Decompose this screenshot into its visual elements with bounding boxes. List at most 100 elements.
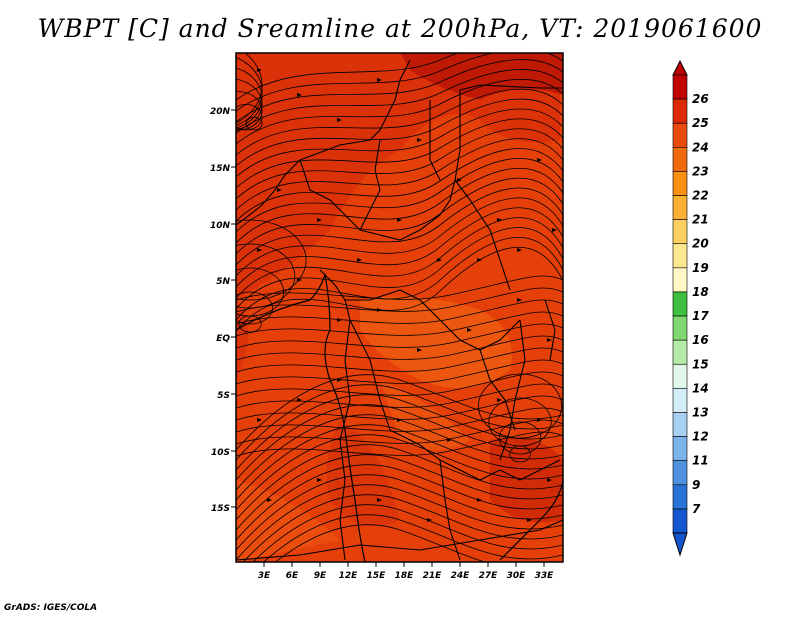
streamline xyxy=(236,128,563,200)
streamline xyxy=(236,434,563,511)
colorbar-swatch xyxy=(672,122,688,148)
streamline-arrow xyxy=(477,258,482,262)
country-borders xyxy=(236,59,563,561)
lon-label: 21E xyxy=(423,571,443,581)
streamline xyxy=(236,67,263,129)
streamline xyxy=(236,157,563,233)
colorbar-label: 13 xyxy=(692,405,709,419)
colorbar-swatch xyxy=(672,267,688,293)
coastline xyxy=(236,272,563,562)
streamline-arrow xyxy=(537,418,542,422)
streamline-arrow xyxy=(457,178,462,182)
streamline xyxy=(236,347,563,373)
streamline-arrow xyxy=(257,68,262,72)
streamline xyxy=(263,514,563,562)
streamline-arrow xyxy=(517,248,522,252)
streamline xyxy=(236,98,563,167)
streamline-arrow xyxy=(377,498,382,502)
streamline-arrow xyxy=(257,418,262,422)
colorbar-top-arrow xyxy=(672,59,688,76)
colorbar-swatch xyxy=(672,412,688,437)
streamline xyxy=(236,207,563,288)
colorbar-label: 11 xyxy=(692,454,709,468)
colorbar-label: 21 xyxy=(692,213,709,227)
streamline xyxy=(238,315,262,333)
streamline-arrow xyxy=(447,438,452,442)
lon-label: 24E xyxy=(451,571,471,581)
colorbar: 26 25 24 23 22 21 20 19 18 17 16 15 14 13 12 11 9 7 xyxy=(672,59,709,557)
colorbar-swatch xyxy=(672,339,688,365)
map-frame xyxy=(235,52,564,563)
colorbar-swatch xyxy=(672,147,688,172)
colorbar-swatch xyxy=(672,219,688,245)
streamline xyxy=(236,197,563,277)
lon-label: 6E xyxy=(286,571,299,581)
streamline xyxy=(236,138,563,211)
lon-label: 9E xyxy=(314,571,327,581)
streamline xyxy=(236,91,263,131)
colorbar-swatch xyxy=(672,171,688,196)
streamline-arrow xyxy=(317,218,322,222)
streamline-arrow xyxy=(477,498,482,502)
streamline xyxy=(236,118,563,189)
streamline xyxy=(236,219,307,301)
streamline-arrow xyxy=(277,188,282,192)
streamline-layer xyxy=(236,53,563,562)
streamline xyxy=(236,227,563,310)
colorbar-bottom-arrow xyxy=(672,532,688,557)
colorbar-label: 24 xyxy=(692,140,709,154)
streamline-arrow xyxy=(537,158,542,162)
lat-label: 15S xyxy=(211,504,230,514)
colorbar-label: 22 xyxy=(692,189,709,203)
streamline-arrow xyxy=(377,308,382,312)
streamline xyxy=(236,267,285,317)
colorbar-swatch xyxy=(672,363,688,389)
streamline-arrow xyxy=(257,248,262,252)
streamline xyxy=(236,287,563,313)
wbpt-contour-zones xyxy=(236,53,563,562)
lon-label: 27E xyxy=(479,571,499,581)
lat-label: EQ xyxy=(216,334,230,344)
streamline xyxy=(236,424,563,501)
colorbar-label: 23 xyxy=(692,164,709,178)
streamline xyxy=(236,404,563,481)
streamline xyxy=(252,504,563,562)
streamline xyxy=(236,59,563,123)
lat-label: 5N xyxy=(216,277,230,287)
streamline xyxy=(236,419,563,445)
lat-label: 10N xyxy=(210,221,231,231)
streamline xyxy=(478,373,563,439)
colorbar-swatch xyxy=(672,291,688,317)
lat-label: 15N xyxy=(210,164,231,174)
colorbar-swatch xyxy=(672,508,688,534)
streamline xyxy=(236,383,563,409)
colorbar-label: 19 xyxy=(692,261,709,275)
streamline xyxy=(488,397,552,447)
map-panel xyxy=(236,53,563,562)
colorbar-swatch xyxy=(672,484,688,510)
streamline xyxy=(236,335,563,361)
streamline xyxy=(236,374,563,451)
lat-label: 5S xyxy=(217,391,230,401)
streamline-arrow xyxy=(297,398,302,402)
streamline xyxy=(236,323,563,349)
colorbar-label: 17 xyxy=(692,309,709,323)
streamline xyxy=(236,384,563,461)
streamline xyxy=(236,57,263,127)
streamline-arrow xyxy=(497,398,502,402)
streamline xyxy=(236,79,563,145)
streamline xyxy=(236,299,563,325)
streamline xyxy=(236,474,563,551)
streamline-arrow xyxy=(467,328,472,332)
colorbar-swatch xyxy=(672,460,688,486)
colorbar-swatch xyxy=(672,74,688,100)
streamline xyxy=(236,167,563,244)
streamline xyxy=(236,78,263,130)
streamline xyxy=(236,177,563,255)
colorbar-label: 9 xyxy=(692,478,700,492)
lon-label: 33E xyxy=(535,571,555,581)
colorbar-swatch xyxy=(672,98,688,124)
streamline xyxy=(236,53,563,112)
lat-label: 20N xyxy=(210,107,231,117)
streamline-arrow xyxy=(517,298,522,302)
